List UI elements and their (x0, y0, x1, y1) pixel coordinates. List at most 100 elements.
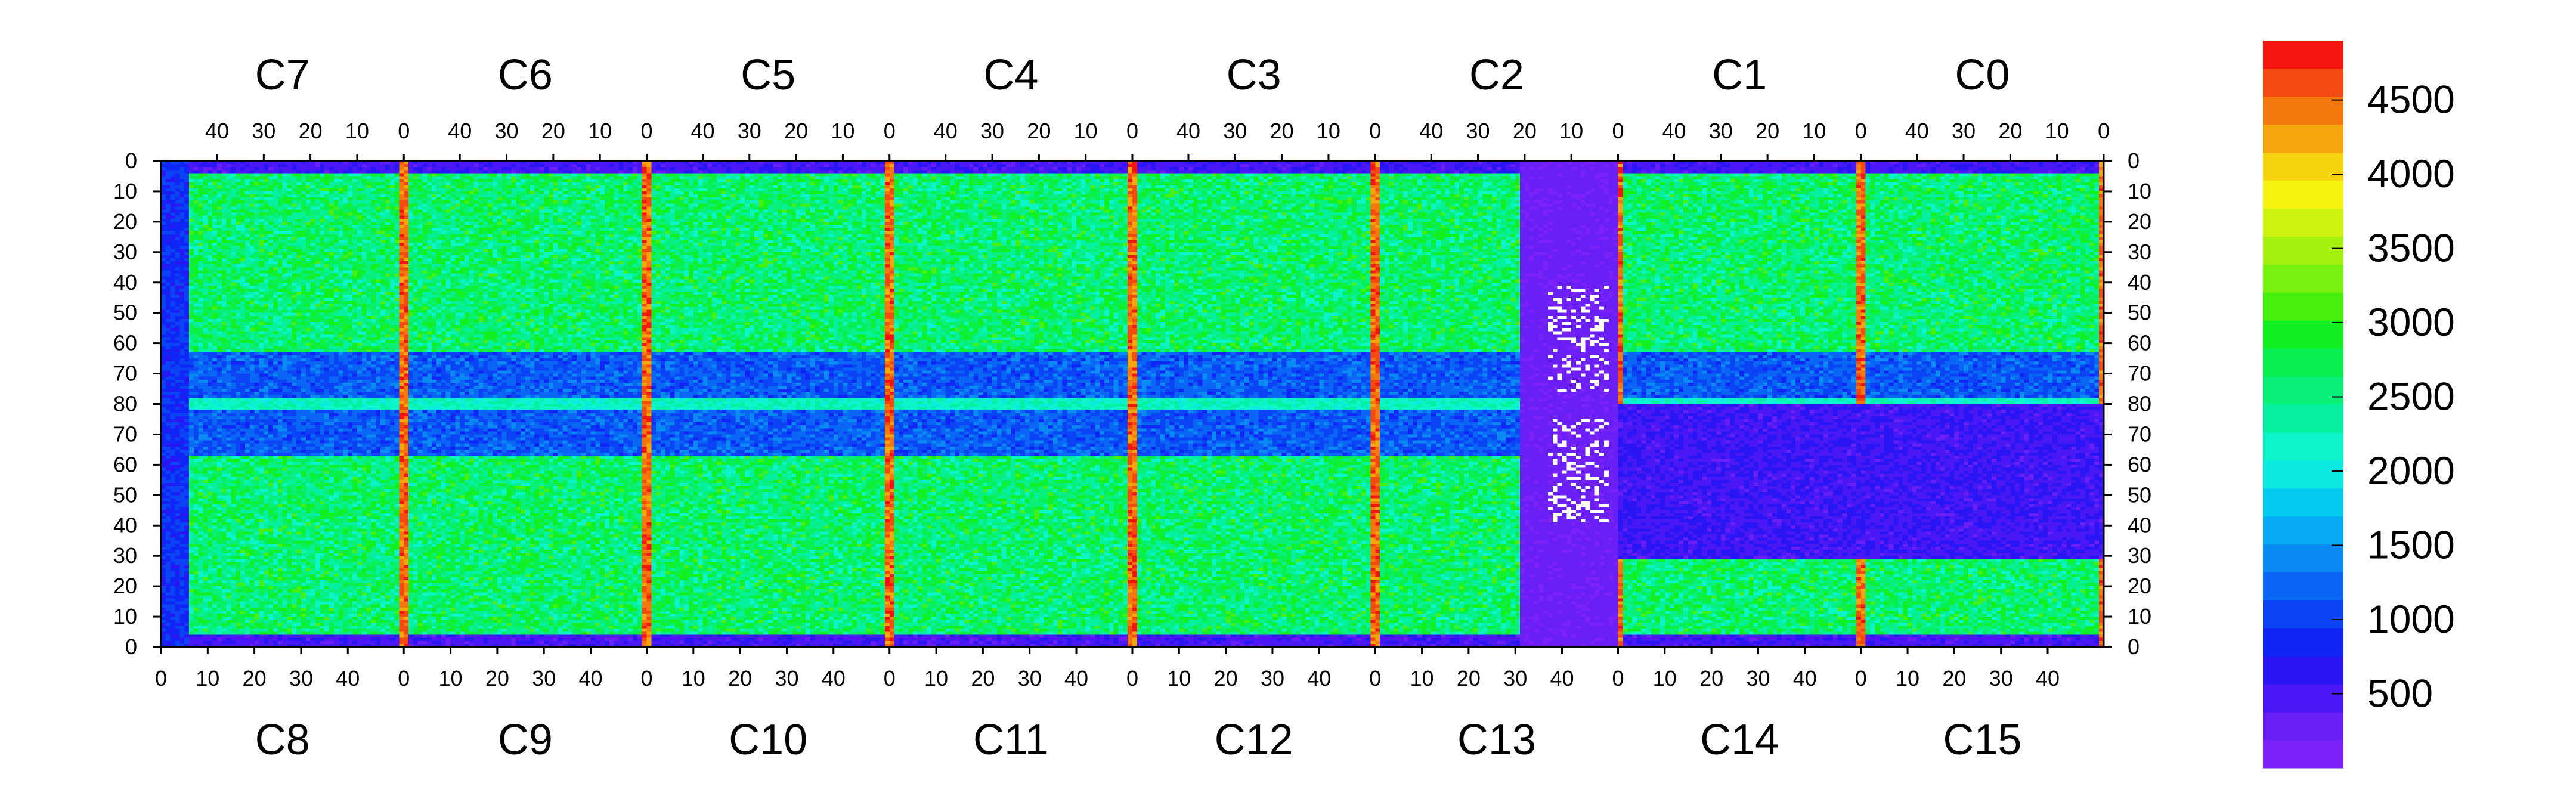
chip-label-c5: C5 (741, 51, 795, 99)
colorbar-level (2263, 68, 2343, 97)
chip-label-c8: C8 (255, 716, 310, 764)
right-tick-label: 70 (2128, 361, 2151, 386)
top-tick-label: 10 (1317, 119, 1340, 143)
top-tick-label: 10 (588, 119, 612, 143)
left-tick-label: 60 (113, 331, 137, 355)
colorbar-level (2263, 320, 2343, 349)
bottom-tick-label: 10 (1167, 666, 1191, 691)
left-row-ticks: 0 10 20 30 40 50 60 70 80 70 60 50 40 30 20 10 0 (113, 148, 161, 659)
top-tick-label: 20 (1027, 119, 1051, 143)
bottom-tick-label: 30 (1261, 666, 1284, 691)
bottom-tick-label: 30 (775, 666, 798, 691)
colorbar-level (2263, 684, 2343, 713)
top-tick-label: 20 (1513, 119, 1537, 143)
top-tick-label: 10 (831, 119, 854, 143)
top-tick-label: 40 (691, 119, 714, 143)
colorbar-tick-label: 3000 (2367, 300, 2455, 344)
top-tick-label: 20 (1998, 119, 2022, 143)
left-tick-label: 70 (113, 422, 137, 446)
top-tick-label: 20 (1755, 119, 1779, 143)
bottom-tick-label: 20 (971, 666, 995, 691)
right-row-ticks: 0 10 20 30 40 50 60 70 80 70 60 50 40 30 20 10 0 (2104, 148, 2151, 659)
top-tick-label: 20 (541, 119, 565, 143)
top-tick-label: 30 (1952, 119, 1976, 143)
chip-label-c14: C14 (1700, 716, 1779, 764)
colorbar-tick-label: 1000 (2367, 597, 2455, 641)
bottom-tick-label: 10 (1653, 666, 1677, 691)
bottom-tick-label: 30 (289, 666, 313, 691)
colorbar-tick-label: 4500 (2367, 78, 2455, 122)
colorbar-tick-label: 3500 (2367, 226, 2455, 270)
colorbar-level (2263, 152, 2343, 181)
colorbar (2263, 41, 2343, 769)
bottom-tick-label: 40 (1064, 666, 1088, 691)
colorbar-level (2263, 712, 2343, 741)
bottom-tick-label: 10 (924, 666, 948, 691)
top-tick-label: 40 (448, 119, 472, 143)
top-tick-label: 0 (1855, 119, 1867, 143)
bottom-tick-label: 40 (822, 666, 846, 691)
bottom-tick-label: 0 (884, 666, 896, 691)
left-tick-label: 70 (113, 361, 137, 386)
top-tick-label: 40 (1905, 119, 1929, 143)
chip-label-c6: C6 (498, 51, 553, 99)
right-tick-label: 20 (2128, 209, 2151, 234)
chip-label-c0: C0 (1955, 51, 2010, 99)
bottom-tick-label: 30 (1018, 666, 1042, 691)
top-tick-label: 40 (1662, 119, 1686, 143)
right-tick-label: 40 (2128, 513, 2151, 537)
colorbar-level (2263, 180, 2343, 209)
bottom-tick-label: 20 (485, 666, 509, 691)
colorbar-level (2263, 516, 2343, 545)
right-tick-label: 60 (2128, 331, 2151, 355)
left-tick-label: 0 (125, 148, 137, 173)
top-tick-label: 30 (495, 119, 519, 143)
bottom-tick-label: 0 (1126, 666, 1138, 691)
colorbar-level (2263, 208, 2343, 237)
bottom-chip-labels: C8 C9 C10 C11 C12 C13 C14 C15 (255, 716, 2022, 764)
bottom-tick-label: 0 (155, 666, 167, 691)
bottom-tick-label: 20 (1699, 666, 1723, 691)
top-tick-label: 30 (1223, 119, 1247, 143)
left-tick-label: 50 (113, 301, 137, 325)
right-tick-label: 0 (2128, 148, 2140, 173)
bottom-tick-label: 10 (1896, 666, 1919, 691)
bottom-tick-label: 10 (1410, 666, 1434, 691)
chip-label-c10: C10 (729, 716, 807, 764)
colorbar-level (2263, 348, 2343, 377)
left-tick-label: 10 (113, 604, 137, 628)
top-tick-label: 20 (784, 119, 808, 143)
top-tick-label: 0 (884, 119, 896, 143)
top-tick-label: 0 (1126, 119, 1138, 143)
colorbar-level (2263, 376, 2343, 405)
right-tick-label: 20 (2128, 574, 2151, 598)
chip-label-c3: C3 (1227, 51, 1281, 99)
colorbar-labels: 500 1000 1500 2000 2500 3000 3500 4000 4500 (2367, 78, 2455, 716)
colorbar-level (2263, 656, 2343, 685)
bottom-tick-label: 0 (398, 666, 410, 691)
left-tick-label: 20 (113, 574, 137, 598)
right-tick-label: 40 (2128, 270, 2151, 295)
top-tick-label: 20 (299, 119, 323, 143)
right-tick-label: 30 (2128, 543, 2151, 568)
colorbar-tick-label: 1500 (2367, 523, 2455, 567)
colorbar-level (2263, 460, 2343, 489)
chip-label-c4: C4 (983, 51, 1038, 99)
top-tick-label: 40 (205, 119, 229, 143)
right-tick-label: 10 (2128, 179, 2151, 203)
colorbar-level (2263, 236, 2343, 265)
top-tick-label: 10 (1074, 119, 1098, 143)
top-tick-label: 40 (934, 119, 958, 143)
colorbar-level (2263, 432, 2343, 461)
right-tick-label: 0 (2128, 634, 2140, 659)
left-tick-label: 10 (113, 179, 137, 203)
colorbar-level (2263, 96, 2343, 125)
bottom-tick-label: 10 (196, 666, 219, 691)
colorbar-tick-label: 500 (2367, 671, 2433, 716)
bottom-tick-label: 20 (1214, 666, 1238, 691)
colorbar-level (2263, 488, 2343, 517)
bottom-tick-label: 0 (1612, 666, 1624, 691)
bottom-tick-label: 0 (1369, 666, 1381, 691)
left-tick-label: 30 (113, 240, 137, 264)
top-tick-label: 10 (1559, 119, 1583, 143)
